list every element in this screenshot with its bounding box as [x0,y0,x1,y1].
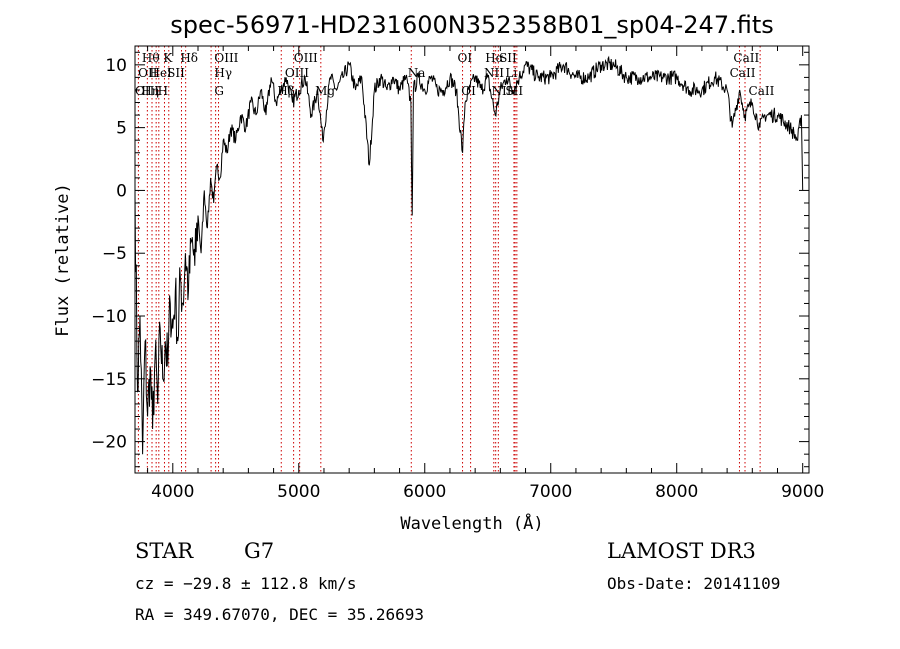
spectral-line-label: K [163,51,173,65]
subclass-label: G7 [244,539,274,563]
y-tick-label: −20 [91,433,127,453]
x-tick-label: 9000 [781,482,824,502]
spectral-line-label: Hδ [180,51,198,65]
y-tick-label: −15 [91,370,127,390]
spectral-line-label: Hγ [214,66,232,80]
y-tick-label: 5 [116,119,127,139]
coords-label: RA = 349.67070, DEC = 35.26693 [135,605,424,624]
spectral-line-label: NII [492,84,512,98]
x-tick-label: 5000 [277,482,320,502]
x-tick-label: 7000 [529,482,572,502]
y-tick-label: −5 [102,244,127,264]
spectral-line-label: OIII [285,66,309,80]
spectral-line-label: Li [505,66,517,80]
y-tick-label: 10 [105,56,127,76]
spectrum-series-line [134,55,804,455]
spectral-line-label: SII [499,51,517,65]
spectral-line-label: CaII [749,84,775,98]
object-type-label: STAR [135,539,194,563]
spectral-line-label: HeI [149,66,172,80]
spectral-line-label: OI [458,51,473,65]
spectral-line-label: G [214,84,224,98]
spectral-line-label: Hα [485,51,504,65]
survey-label: LAMOST DR3 [607,539,756,563]
x-axis-title: Wavelength (Å) [400,512,543,534]
spectral-line-label: OIII [294,51,318,65]
spectral-line-label: OII [138,66,158,80]
obs-date-label: Obs-Date: 20141109 [607,574,780,593]
redshift-label: cz = −29.8 ± 112.8 km/s [135,574,357,593]
spectral-line-markers [137,46,761,473]
y-axis-title: Flux (relative) [53,183,73,337]
spectral-line-label: Mg [315,84,335,98]
x-axis-ticks: 4000 5000 6000 7000 8000 9000 [147,46,824,502]
y-axis-ticks: −20 −15 −10 −5 0 5 10 [91,51,809,468]
spectral-line-label: OI [461,84,476,98]
plot-frame [134,45,810,474]
spectral-line-label: CaII [733,51,759,65]
spectral-line-label: Na [408,66,426,80]
spectral-line-label: OIII [214,51,238,65]
spectral-line-label: Hθ [142,51,160,65]
x-tick-label: 4000 [151,482,194,502]
y-tick-label: −10 [91,307,127,327]
x-tick-label: 8000 [655,482,698,502]
chart-title: spec-56971-HD231600N352358B01_sp04-247.f… [170,11,774,39]
y-tick-label: 0 [116,181,127,201]
spectral-line-label: H [158,84,168,98]
x-tick-label: 6000 [403,482,446,502]
spectral-line-label: Hη [141,84,159,98]
spectral-line-label: OIII [135,84,159,98]
spectral-line-label: SII [167,66,185,80]
spectral-line-label: CaII [730,66,756,80]
